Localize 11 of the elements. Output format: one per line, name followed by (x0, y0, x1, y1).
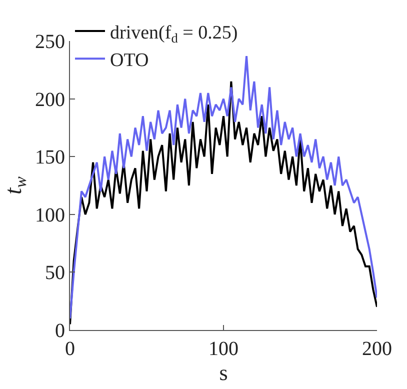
y-tick-label: 250 (35, 31, 65, 53)
y-tick-label: 0 (55, 320, 65, 342)
y-tick-label: 200 (35, 88, 65, 111)
y-tick-label: 150 (35, 146, 65, 169)
y-tick-label: 100 (35, 204, 65, 226)
legend-label: OTO (110, 50, 149, 72)
y-tick-label: 50 (45, 262, 65, 284)
x-tick-label: 200 (362, 338, 392, 360)
legend-label: driven(f$_{d}$ = 0.25) (110, 22, 238, 46)
x-tick-label: 100 (208, 338, 238, 360)
x-axis-title: s (219, 360, 228, 385)
